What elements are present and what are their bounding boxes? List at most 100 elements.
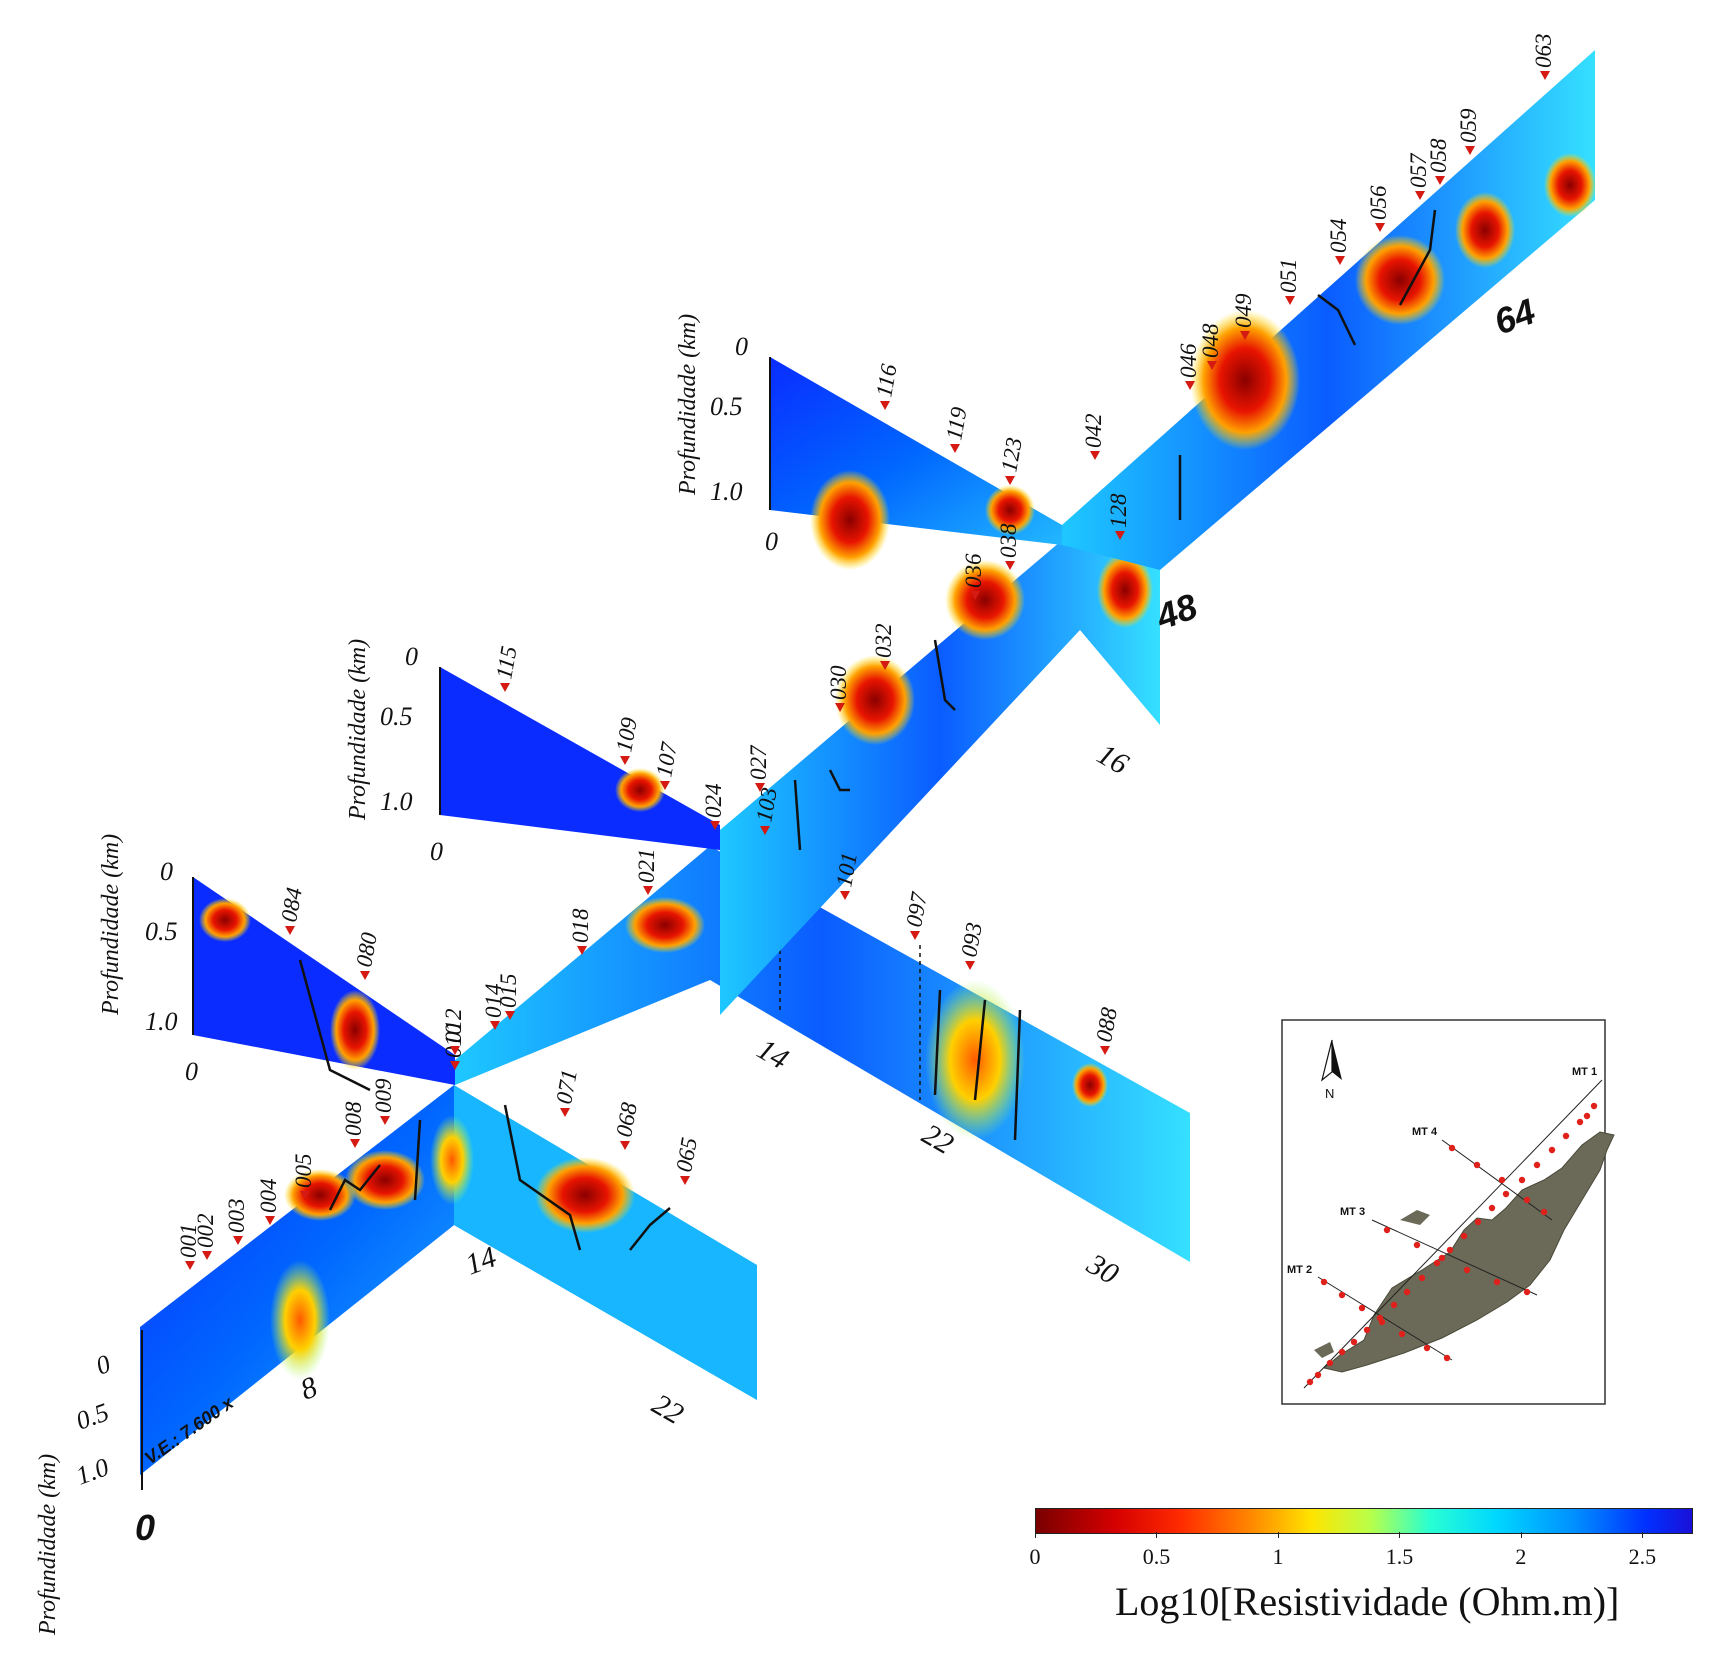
station-label: 049 — [1231, 293, 1256, 328]
land-area-islet — [1314, 1342, 1334, 1358]
station-marker-icon — [620, 1141, 630, 1150]
station-marker-icon — [1415, 191, 1425, 200]
station-marker-icon — [1285, 296, 1295, 305]
station-label: 021 — [634, 849, 659, 884]
map-station-dot — [1493, 1278, 1501, 1286]
station-label: 097 — [901, 889, 932, 929]
map-station-dot — [1576, 1118, 1584, 1126]
depth-axis-label: Profundidade (km) — [345, 639, 371, 821]
map-label-mt2: MT 2 — [1287, 1264, 1312, 1276]
station-label: 065 — [671, 1136, 702, 1174]
map-station-dot — [1463, 1266, 1471, 1274]
station-label: 015 — [496, 974, 521, 1009]
station-label: 115 — [491, 644, 521, 681]
mt3-anomaly-2 — [330, 990, 380, 1070]
station-marker-icon — [1005, 561, 1015, 570]
station-marker-icon — [450, 1046, 460, 1055]
station-marker-icon — [1100, 1046, 1110, 1055]
station-marker-icon — [1435, 176, 1445, 185]
colorbar-title: Log10[Resistividade (Ohm.m)] — [1115, 1579, 1620, 1624]
colorbar-tick — [1642, 1532, 1644, 1538]
map-station-dot — [1443, 1354, 1451, 1362]
north-label: N — [1325, 1086, 1334, 1101]
map-station-dot — [1438, 1254, 1446, 1262]
land-area — [1322, 1131, 1615, 1373]
mt3-plane-left — [193, 877, 455, 1085]
mt2-anomaly-4 — [535, 1157, 635, 1233]
mt4-anomaly-1 — [615, 768, 665, 812]
station-label: 036 — [961, 553, 986, 588]
mt2-fault-2 — [413, 1119, 422, 1201]
station-marker-icon — [660, 781, 670, 790]
map-station-dot — [1306, 1378, 1314, 1386]
station-marker-icon — [1115, 531, 1125, 540]
station-marker-icon — [965, 961, 975, 970]
mt3-fault-1 — [298, 959, 371, 1092]
section-mt2 — [140, 1085, 757, 1475]
depth-axis-label: Profundidade (km) — [35, 1454, 61, 1636]
distance-tick: 8 — [296, 1370, 321, 1406]
colorbar — [1035, 1508, 1693, 1534]
map-station-dot — [1533, 1161, 1541, 1169]
mt2-anomaly-3 — [430, 1115, 474, 1205]
map-station-dot — [1446, 1246, 1454, 1254]
mt4-plane-right — [720, 525, 1160, 1015]
depth-axis-mt1: 0 0.5 1.0 0 Profundidade (km) — [675, 314, 778, 556]
mt2-fault-4 — [629, 1207, 671, 1251]
depth-axis-label: Profundidade (km) — [98, 834, 124, 1016]
map-station-dot — [1423, 1344, 1431, 1352]
map-station-dot — [1326, 1359, 1334, 1367]
mt1-anomaly-6 — [1544, 153, 1596, 217]
mt2-fault-1 — [328, 1164, 381, 1211]
map-station-dot — [1378, 1318, 1386, 1326]
station-marker-icon — [265, 1216, 275, 1225]
distance-tick: 14 — [752, 1032, 794, 1076]
mt3-anomaly-6 — [1072, 1063, 1108, 1107]
mt3-fault-3 — [973, 999, 987, 1101]
depth-tick: 1.0 — [72, 1452, 112, 1490]
map-station-dot — [1460, 1232, 1468, 1240]
station-marker-icon — [1185, 381, 1195, 390]
mt1-anomaly-1 — [810, 470, 890, 570]
station-label: 014 — [481, 984, 506, 1019]
depth-axis-label: Profundidade (km) — [675, 314, 701, 496]
depth-axis-mt2: 0 0.5 1.0 Profundidade (km) — [35, 1330, 143, 1636]
distance-tick: 30 — [1081, 1247, 1124, 1291]
station-marker-icon — [710, 821, 720, 830]
mt2-fault-3 — [503, 1104, 582, 1251]
map-station-dot — [1433, 1259, 1441, 1267]
station-label: 057 — [1406, 152, 1431, 188]
mt3-anomaly-3 — [625, 897, 705, 953]
line-mt2 — [1317, 1276, 1453, 1361]
station-label: 080 — [351, 930, 382, 969]
station-label: 030 — [826, 665, 851, 700]
mt1-anomaly-2 — [985, 485, 1035, 535]
colorbar-tick-label: 2.5 — [1628, 1544, 1657, 1569]
map-station-dot — [1474, 1218, 1482, 1226]
mt1-plane-right — [1062, 50, 1595, 570]
depth-tick: 1.0 — [145, 1007, 178, 1036]
station-marker-icon — [380, 1116, 390, 1125]
station-marker-icon — [880, 401, 890, 410]
depth-tick: 0.5 — [145, 917, 178, 946]
station-marker-icon — [643, 886, 653, 895]
map-station-dot — [1488, 1204, 1496, 1212]
station-marker-icon — [1375, 223, 1385, 232]
station-label: 038 — [996, 523, 1021, 558]
map-station-dot — [1338, 1348, 1346, 1356]
station-marker-icon — [560, 1108, 570, 1117]
colorbar-tick — [1520, 1532, 1522, 1538]
colorbar-tick-label: 1.5 — [1385, 1544, 1414, 1569]
section-mt4 — [440, 525, 1160, 1015]
station-label: 107 — [651, 739, 682, 779]
station-label: 003 — [224, 1199, 249, 1234]
station-marker-icon — [490, 1021, 500, 1030]
station-label: 119 — [941, 405, 971, 442]
colorbar-tick-label: 0 — [1029, 1544, 1041, 1569]
station-marker-icon — [1240, 331, 1250, 340]
station-marker-icon — [1207, 361, 1217, 370]
colorbar-tick — [1277, 1532, 1279, 1538]
mt3-anomaly-5 — [925, 980, 1025, 1140]
